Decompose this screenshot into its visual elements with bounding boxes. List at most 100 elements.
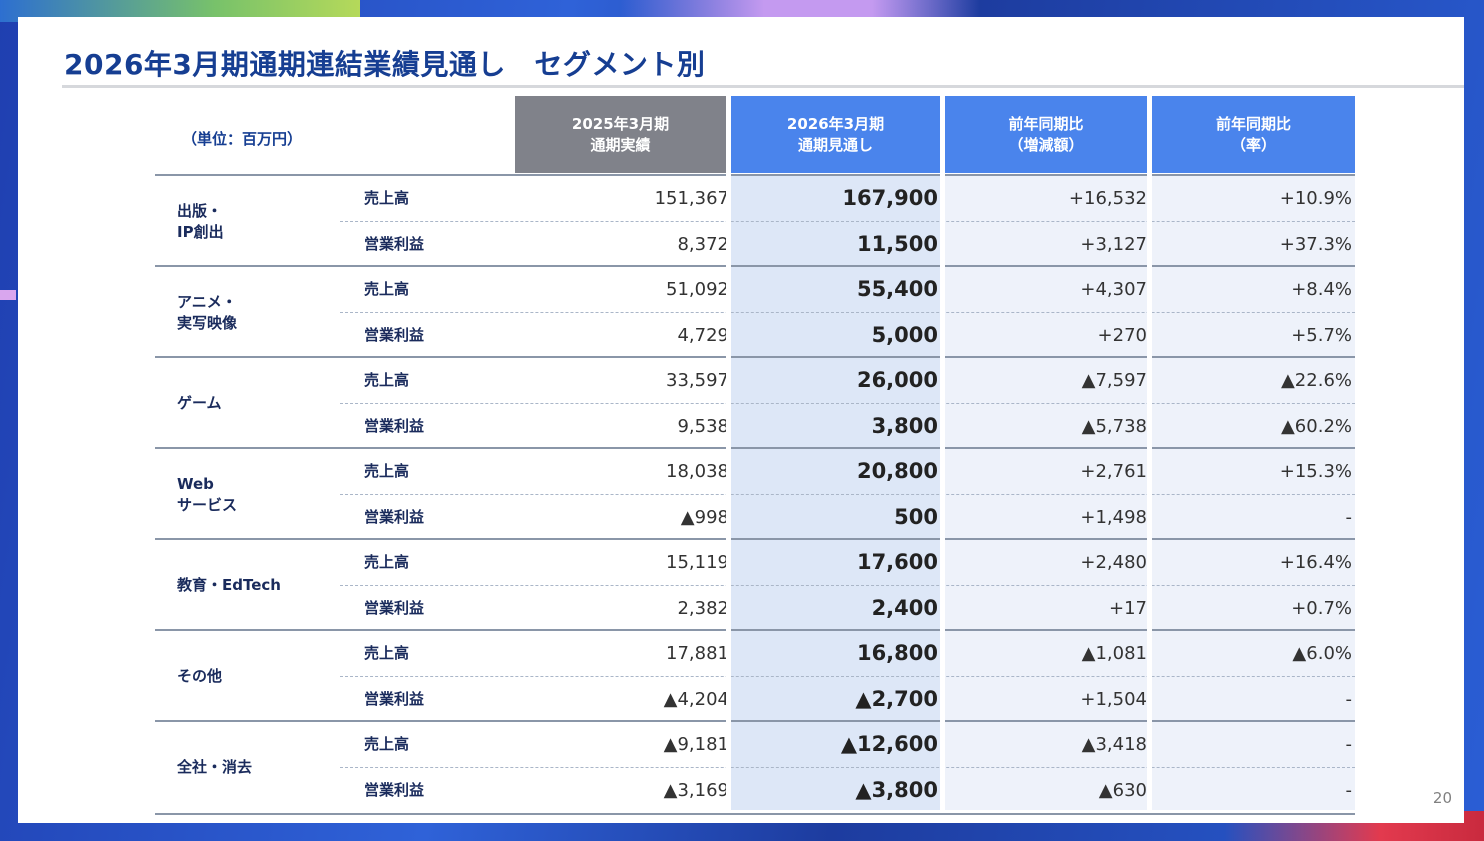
page-number: 20 bbox=[1432, 789, 1452, 807]
table-row: 売上高 51,092 55,400 +4,307 +8.4% bbox=[340, 267, 1355, 312]
yoy-rate-value: +8.4% bbox=[1291, 279, 1352, 300]
table-row: 売上高 17,881 16,800 ▲1,081 ▲6.0% bbox=[340, 631, 1355, 676]
segment-group: Web サービス 売上高 18,038 20,800 +2,761 +15.3% 営業利益 ▲9… bbox=[155, 447, 1355, 540]
segment-group: ゲーム 売上高 33,597 26,000 ▲7,597 ▲22.6% 営業利益 9,538 3… bbox=[155, 356, 1355, 449]
column-gap bbox=[940, 174, 945, 810]
table-row: 売上高 ▲9,181 ▲12,600 ▲3,418 - bbox=[340, 722, 1355, 767]
prev-year-value: 51,092 bbox=[666, 279, 729, 300]
header-diff-line1: 前年同期比 bbox=[1008, 114, 1084, 133]
yoy-diff-value: ▲5,738 bbox=[1081, 416, 1147, 437]
metric-label: 営業利益 bbox=[364, 690, 425, 708]
table-row: 営業利益 2,382 2,400 +17 +0.7% bbox=[340, 585, 1355, 631]
yoy-rate-value: - bbox=[1345, 507, 1353, 528]
header-rate-line2: （率） bbox=[1230, 135, 1276, 154]
yoy-diff-value: +270 bbox=[1097, 325, 1147, 346]
unit-label: （単位：百万円） bbox=[182, 130, 303, 148]
forecast-value: 3,800 bbox=[871, 414, 938, 438]
segment-name-line: 出版・ bbox=[177, 201, 223, 220]
forecast-value: ▲2,700 bbox=[855, 687, 938, 711]
prev-year-value: ▲998 bbox=[680, 507, 729, 528]
forecast-value: 167,900 bbox=[842, 186, 938, 210]
yoy-rate-value: +5.7% bbox=[1291, 325, 1352, 346]
metric-label: 売上高 bbox=[364, 644, 410, 662]
segment-name-line: 実写映像 bbox=[177, 313, 238, 332]
segment-name: Web サービス bbox=[177, 449, 327, 540]
yoy-rate-value: - bbox=[1345, 780, 1353, 801]
yoy-diff-value: +16,532 bbox=[1068, 188, 1147, 209]
segment-name-line: アニメ・ bbox=[177, 292, 237, 311]
header-yoy-rate: 前年同期比 （率） bbox=[1152, 96, 1355, 173]
segment-name-line: サービス bbox=[177, 495, 238, 514]
table-row: 営業利益 8,372 11,500 +3,127 +37.3% bbox=[340, 221, 1355, 267]
forecast-value: 11,500 bbox=[856, 232, 938, 256]
header-prev-year: 2025年3月期 通期実績 bbox=[515, 96, 726, 173]
segment-name-line: ゲーム bbox=[177, 394, 222, 412]
metric-label: 売上高 bbox=[364, 462, 410, 480]
prev-year-value: ▲9,181 bbox=[663, 734, 729, 755]
yoy-rate-value: - bbox=[1345, 734, 1353, 755]
table-row: 売上高 18,038 20,800 +2,761 +15.3% bbox=[340, 449, 1355, 494]
header-rate-line1: 前年同期比 bbox=[1215, 114, 1291, 133]
yoy-diff-value: +4,307 bbox=[1080, 279, 1147, 300]
header-prev-line2: 通期実績 bbox=[590, 135, 651, 154]
yoy-diff-value: ▲7,597 bbox=[1081, 370, 1147, 391]
metric-label: 営業利益 bbox=[364, 417, 425, 435]
forecast-value: ▲12,600 bbox=[840, 732, 938, 756]
metric-label: 営業利益 bbox=[364, 326, 425, 344]
yoy-rate-value: +0.7% bbox=[1291, 598, 1352, 619]
table-row: 営業利益 ▲3,169 ▲3,800 ▲630 - bbox=[340, 767, 1355, 813]
yoy-diff-value: +2,480 bbox=[1080, 552, 1147, 573]
table-row: 営業利益 9,538 3,800 ▲5,738 ▲60.2% bbox=[340, 403, 1355, 449]
yoy-diff-value: +3,127 bbox=[1080, 234, 1147, 255]
segment-name-line: Web bbox=[177, 474, 214, 493]
yoy-rate-value: +16.4% bbox=[1279, 552, 1352, 573]
table-row: 営業利益 4,729 5,000 +270 +5.7% bbox=[340, 312, 1355, 358]
forecast-value: 17,600 bbox=[856, 550, 938, 574]
column-gap bbox=[1147, 174, 1152, 810]
metric-label: 売上高 bbox=[364, 735, 410, 753]
segment-name: その他 bbox=[177, 631, 327, 722]
yoy-rate-value: +37.3% bbox=[1279, 234, 1352, 255]
metric-label: 売上高 bbox=[364, 280, 410, 298]
segment-name: ゲーム bbox=[177, 358, 327, 449]
header-diff-line2: （増減額） bbox=[1008, 135, 1084, 154]
yoy-diff-value: ▲630 bbox=[1098, 780, 1147, 801]
slide: 2026年3月期通期連結業績見通し セグメント別 （単位：百万円） 2025年3… bbox=[18, 17, 1464, 823]
background-accent-purple bbox=[620, 0, 980, 18]
table-row: 売上高 33,597 26,000 ▲7,597 ▲22.6% bbox=[340, 358, 1355, 403]
yoy-diff-value: +2,761 bbox=[1080, 461, 1147, 482]
segment-name-line: その他 bbox=[177, 667, 223, 685]
forecast-value: 20,800 bbox=[856, 459, 938, 483]
yoy-rate-value: +15.3% bbox=[1279, 461, 1352, 482]
prev-year-value: ▲4,204 bbox=[663, 689, 729, 710]
table-row: 営業利益 ▲4,204 ▲2,700 +1,504 - bbox=[340, 676, 1355, 722]
diff-column-background bbox=[945, 174, 1147, 810]
yoy-rate-value: ▲60.2% bbox=[1280, 416, 1352, 437]
header-prev-line1: 2025年3月期 bbox=[571, 114, 670, 133]
forecast-value: 26,000 bbox=[856, 368, 938, 392]
prev-year-value: ▲3,169 bbox=[663, 780, 729, 801]
prev-year-value: 18,038 bbox=[666, 461, 729, 482]
prev-year-value: 33,597 bbox=[666, 370, 729, 391]
yoy-diff-value: +17 bbox=[1109, 598, 1147, 619]
column-gap bbox=[726, 174, 731, 810]
yoy-rate-value: +10.9% bbox=[1279, 188, 1352, 209]
prev-year-value: 151,367 bbox=[654, 188, 729, 209]
metric-label: 営業利益 bbox=[364, 781, 425, 799]
table-row: 売上高 151,367 167,900 +16,532 +10.9% bbox=[340, 176, 1355, 221]
yoy-rate-value: ▲22.6% bbox=[1280, 370, 1352, 391]
rate-column-background bbox=[1152, 174, 1355, 810]
segment-name: 出版・ IP創出 bbox=[177, 176, 327, 267]
prev-year-value: 8,372 bbox=[677, 234, 729, 255]
forecast-value: ▲3,800 bbox=[855, 778, 938, 802]
header-forecast-line2: 通期見通し bbox=[797, 135, 873, 154]
metric-label: 売上高 bbox=[364, 553, 410, 571]
prev-year-value: 15,119 bbox=[666, 552, 729, 573]
segment-group: 全社・消去 売上高 ▲9,181 ▲12,600 ▲3,418 - 営業利益 ▲3,169 ▲3… bbox=[155, 720, 1355, 815]
segment-name: 全社・消去 bbox=[177, 722, 327, 813]
metric-label: 売上高 bbox=[364, 189, 410, 207]
forecast-value: 16,800 bbox=[856, 641, 938, 665]
prev-year-value: 9,538 bbox=[677, 416, 729, 437]
slide-title: 2026年3月期通期連結業績見通し セグメント別 bbox=[64, 48, 706, 81]
table-row: 売上高 15,119 17,600 +2,480 +16.4% bbox=[340, 540, 1355, 585]
